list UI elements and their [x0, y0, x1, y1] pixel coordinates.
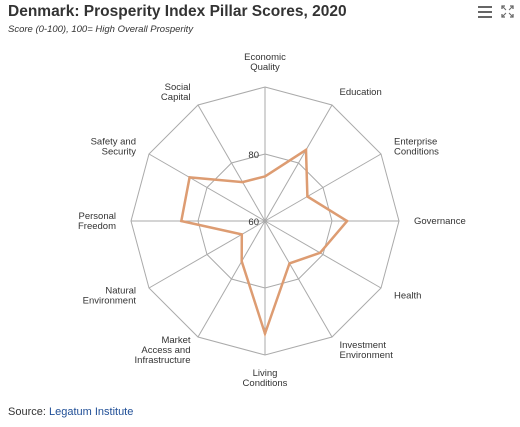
data-point [306, 195, 309, 198]
tick-label: 60 [248, 217, 259, 228]
chart-category-labels: Economic Quality Education Enterprise Condit… [78, 52, 466, 389]
data-point [318, 251, 322, 254]
grid-spoke [148, 220, 266, 289]
category-label: Economic Quality [244, 52, 286, 73]
chart-tick-labels: 60 80 [248, 150, 259, 228]
expand-icon[interactable] [501, 5, 514, 18]
chart-series [179, 147, 349, 338]
grid-spoke [148, 153, 266, 222]
grid-spoke [197, 104, 266, 222]
data-point [240, 260, 243, 263]
category-label: Living Conditions [243, 368, 288, 389]
source-prefix: Source: [8, 406, 49, 418]
category-label: Education [340, 87, 382, 98]
grid-spoke [264, 220, 333, 338]
category-label: Personal Freedom [78, 211, 116, 232]
category-label: Natural Environment [83, 286, 137, 307]
chart-title: Denmark: Prosperity Index Pillar Scores,… [8, 3, 347, 20]
data-point [188, 176, 191, 179]
grid-spoke [197, 220, 266, 338]
category-label: Investment Environment [340, 340, 394, 361]
category-label: Enterprise Conditions [394, 137, 439, 158]
menu-line [478, 11, 492, 13]
data-point [241, 180, 244, 184]
category-label: Safety and Security [91, 137, 137, 158]
data-point [263, 332, 267, 335]
data-point [288, 262, 291, 265]
category-label: Health [394, 291, 421, 302]
tick-label: 80 [248, 150, 259, 161]
data-point [263, 175, 267, 178]
data-point [304, 148, 308, 152]
series-line [179, 147, 349, 338]
grid-spoke [264, 220, 382, 289]
data-point [180, 219, 183, 223]
grid-spoke [264, 104, 333, 222]
menu-line [478, 6, 492, 8]
category-label: Social Capital [161, 82, 191, 103]
category-label: Governance [414, 216, 466, 227]
source-link[interactable]: Legatum Institute [48, 406, 134, 418]
chart-subtitle: Score (0-100), 100= High Overall Prosper… [8, 24, 194, 35]
category-label: Market Access and Infrastructure [135, 335, 191, 366]
chart-source: Source: Legatum Institute [8, 406, 133, 418]
hamburger-menu-icon[interactable] [478, 6, 492, 18]
chart-grid [130, 86, 400, 356]
grid-spoke [264, 153, 382, 222]
data-point [345, 219, 349, 223]
menu-line [478, 16, 492, 18]
data-point [240, 233, 243, 236]
